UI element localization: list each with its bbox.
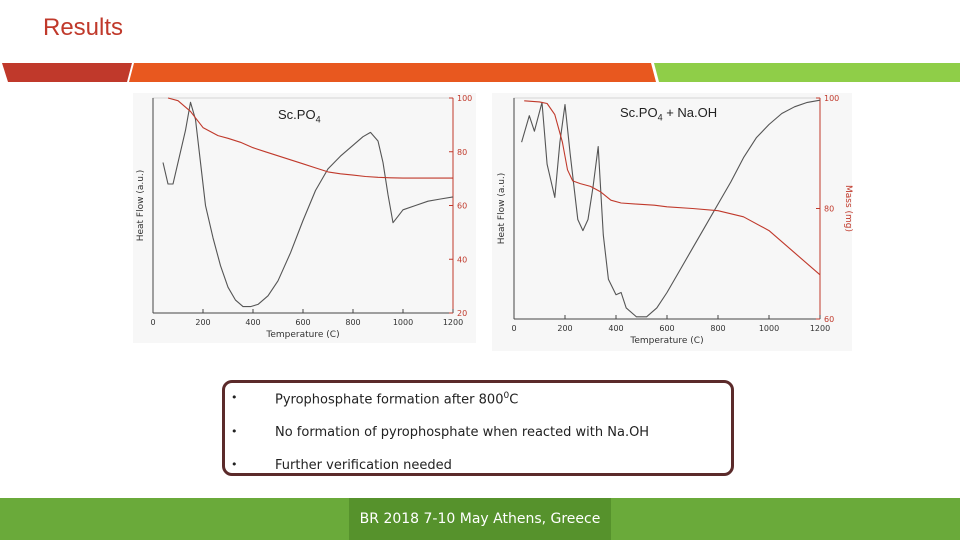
chart-title: Sc.PO4: [278, 107, 321, 125]
mass-line: [524, 100, 821, 276]
x-tick-label: 1200: [810, 324, 830, 333]
x-tick-label: 600: [659, 324, 674, 333]
header-band: [0, 63, 960, 82]
bullet-dot: •: [231, 425, 238, 438]
y2-axis-label: Mass (mg): [843, 185, 853, 232]
x-tick-label: 1000: [759, 324, 779, 333]
band-segment-red: [2, 63, 132, 82]
x-tick-label: 1200: [443, 318, 463, 327]
x-tick-label: 0: [150, 318, 155, 327]
y-axis-label: Heat Flow (a.u.): [136, 170, 146, 242]
chart-title: Sc.PO4 + Na.OH: [620, 105, 718, 123]
heat-flow-line: [162, 101, 454, 308]
chart-scpo4: 0 200 400 600 800 1000 1200 20 40 60 80 100 Temperat…: [133, 93, 476, 343]
y2-tick-label: 80: [824, 205, 834, 214]
x-tick-label: 1000: [393, 318, 413, 327]
footer-text: BR 2018 7-10 May Athens, Greece: [359, 511, 601, 527]
y2-tick-label: 100: [457, 94, 472, 103]
findings-box: • Pyrophosphate formation after 8000C • …: [222, 380, 734, 476]
heat-flow-line: [521, 99, 821, 318]
x-axis-label: Temperature (C): [265, 330, 339, 340]
y2-tick-label: 20: [457, 309, 467, 318]
y2-tick-label: 60: [824, 315, 834, 324]
x-tick-label: 600: [295, 318, 310, 327]
plot-frame: [152, 97, 454, 314]
x-tick-label: 800: [345, 318, 360, 327]
bullet-dot: •: [231, 391, 238, 404]
x-tick-label: 200: [195, 318, 210, 327]
x-axis-label: Temperature (C): [629, 336, 703, 346]
band-segment-green: [654, 63, 960, 82]
page-title: Results: [43, 14, 124, 41]
y2-tick-label: 80: [457, 148, 467, 157]
x-tick-label: 400: [245, 318, 260, 327]
chart-scpo4-naoh: 0 200 400 600 800 1000 1200 60 80 100 Temperature …: [492, 93, 853, 351]
x-tick-label: 0: [511, 324, 516, 333]
bullet-text: Pyrophosphate formation after 8000C: [275, 391, 519, 408]
footer-highlight: [349, 498, 611, 540]
bullet-text: No formation of pyrophosphate when react…: [275, 425, 650, 440]
footer-bar: [0, 498, 960, 540]
y2-tick-label: 60: [457, 202, 467, 211]
x-tick-label: 400: [608, 324, 623, 333]
x-tick-label: 800: [710, 324, 725, 333]
mass-line: [167, 97, 453, 179]
x-tick-label: 200: [557, 324, 572, 333]
bullet-text: Further verification needed: [275, 458, 452, 473]
y2-tick-label: 100: [824, 94, 839, 103]
bullet-dot: •: [231, 458, 238, 471]
y-axis-label: Heat Flow (a.u.): [497, 173, 507, 245]
y2-tick-label: 40: [457, 255, 467, 264]
band-segment-orange: [129, 63, 656, 82]
